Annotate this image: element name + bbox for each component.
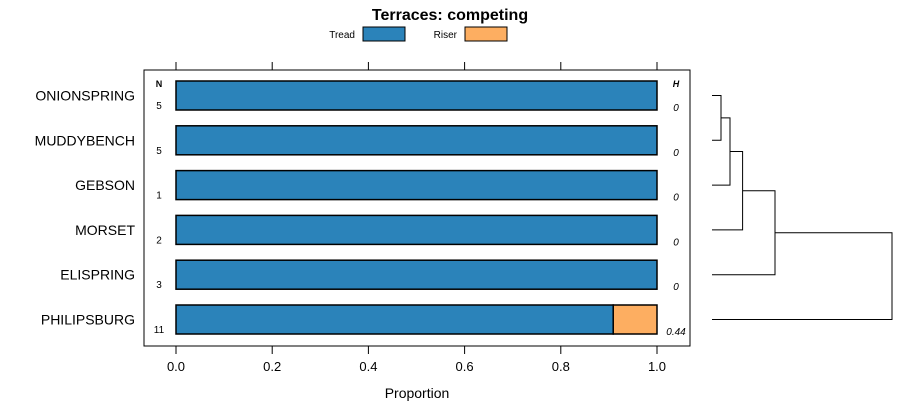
x-tick-label-1: 0.2 — [263, 359, 281, 374]
dendrogram-link-4 — [712, 190, 776, 276]
category-label-morset: MORSET — [75, 222, 135, 238]
n-value-elispring: 3 — [156, 280, 162, 291]
x-axis-title: Proportion — [385, 385, 450, 401]
legend-label-tread: Tread — [329, 30, 355, 41]
h-column-header: H — [673, 79, 680, 89]
legend-label-riser: Riser — [434, 30, 458, 41]
category-labels: ONIONSPRING MUDDYBENCH GEBSON MORSET ELISPRI… — [35, 88, 136, 328]
bar-elispring-tread — [175, 259, 658, 290]
h-value-gebson: 0 — [673, 193, 679, 204]
category-label-muddybench: MUDDYBENCH — [35, 132, 135, 148]
category-label-elispring: ELISPRING — [60, 267, 135, 283]
bar-morset-tread — [175, 214, 658, 246]
x-tick-label-0: 0.0 — [167, 359, 185, 374]
x-tick-label-5: 1.0 — [648, 359, 666, 374]
h-value-muddybench: 0 — [673, 148, 679, 159]
n-value-muddybench: 5 — [156, 146, 162, 157]
legend: Tread Riser — [329, 26, 508, 42]
chart-title: Terraces: competing — [372, 7, 528, 24]
n-value-morset: 2 — [156, 235, 162, 246]
bar-gebson-tread — [175, 169, 658, 201]
legend-swatch-tread — [362, 26, 406, 42]
bar-philipsburg-riser — [612, 304, 658, 335]
dendrogram-link-1 — [712, 95, 722, 141]
h-value-onionspring: 0 — [673, 103, 679, 114]
x-tick-label-4: 0.8 — [552, 359, 570, 374]
bar-onionspring-tread — [175, 80, 658, 111]
bar-philipsburg-tread — [175, 304, 614, 335]
n-column-header: N — [156, 79, 163, 89]
dendrogram-link-3 — [712, 151, 744, 231]
x-tick-label-2: 0.4 — [359, 359, 377, 374]
category-label-onionspring: ONIONSPRING — [35, 88, 135, 104]
n-value-onionspring: 5 — [156, 101, 162, 112]
h-value-morset: 0 — [673, 237, 679, 248]
dendrogram — [712, 95, 893, 320]
category-label-philipsburg: PHILIPSBURG — [41, 312, 135, 328]
bars — [175, 80, 658, 335]
x-axis: 0.0 0.2 0.4 0.6 0.8 1.0 — [167, 346, 666, 374]
n-value-philipsburg: 11 — [154, 325, 165, 336]
h-value-elispring: 0 — [673, 282, 679, 293]
category-label-gebson: GEBSON — [75, 177, 135, 193]
h-value-philipsburg: 0.44 — [666, 327, 686, 338]
legend-swatch-riser — [464, 26, 508, 42]
top-axis-ticks — [175, 62, 658, 70]
bar-muddybench-tread — [175, 125, 658, 156]
n-value-gebson: 1 — [156, 191, 162, 202]
h-labels: 0 0 0 0 0 0.44 — [666, 103, 686, 338]
x-tick-label-3: 0.6 — [456, 359, 474, 374]
dendrogram-link-5 — [712, 232, 893, 320]
n-labels: 5 5 1 2 3 11 — [154, 101, 165, 336]
plot-frame — [143, 69, 691, 347]
